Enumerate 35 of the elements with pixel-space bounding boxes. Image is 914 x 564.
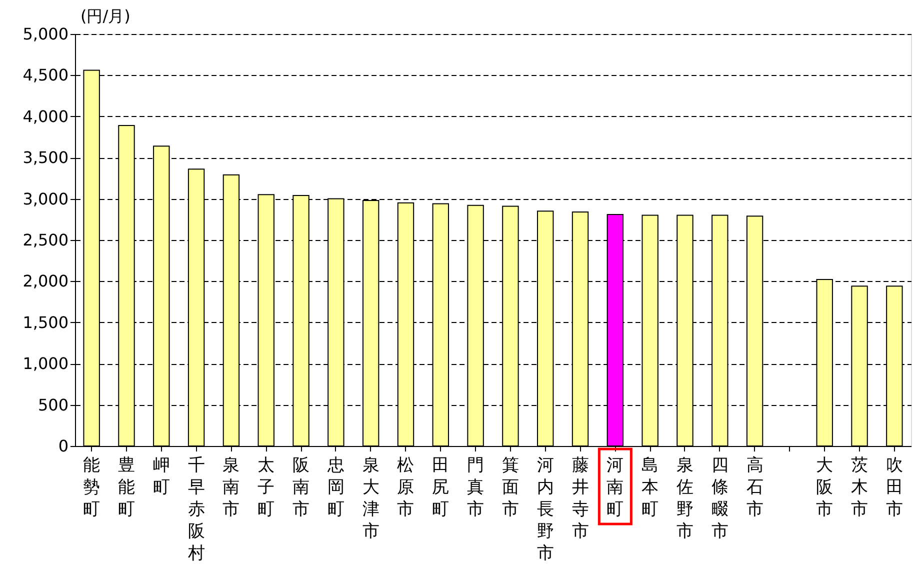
x-tick-label: 忠岡町 <box>326 456 344 520</box>
y-tick-label: 500 <box>38 395 68 414</box>
x-tick-label: 松原市 <box>397 456 414 520</box>
x-tick-label: 吹田市 <box>886 456 903 520</box>
x-tick-label: 田尻町 <box>432 456 450 520</box>
x-tick-label: 茨木市 <box>851 456 868 520</box>
y-tick-label: 2,500 <box>22 230 68 250</box>
x-tick-label: 岬町 <box>152 456 170 498</box>
x-tick-label: 高石市 <box>746 456 764 520</box>
x-tick-label: 門真市 <box>467 456 484 520</box>
x-tick-label: 箕面市 <box>502 456 519 520</box>
y-tick-label: 5,000 <box>22 24 68 44</box>
x-tick-label: 太子町 <box>258 456 275 520</box>
y-tick-label: 3,000 <box>22 189 68 208</box>
x-tick-label: 河南町 <box>606 456 624 520</box>
y-axis-title: (円/月) <box>80 6 130 26</box>
y-tick-label: 2,000 <box>22 272 68 291</box>
x-tick-label: 豊能町 <box>118 456 135 520</box>
y-tick-label: 1,000 <box>22 354 68 374</box>
x-tick-label: 泉大津市 <box>362 456 380 542</box>
x-tick-label: 能勢町 <box>83 456 100 520</box>
x-tick-label: 泉南市 <box>222 456 240 520</box>
y-tick-label: 3,500 <box>22 148 68 168</box>
x-tick-label: 島本町 <box>642 456 659 520</box>
x-tick-label: 藤井寺市 <box>572 456 589 542</box>
x-tick-label: 河内長野市 <box>536 456 554 564</box>
y-tick-label: 4,000 <box>22 106 68 126</box>
x-tick-label: 泉佐野市 <box>676 456 694 542</box>
x-tick-label: 四條畷市 <box>711 456 728 542</box>
y-tick-label: 0 <box>58 436 68 456</box>
x-tick-label: 千早赤阪村 <box>186 456 205 564</box>
y-tick-label: 4,500 <box>22 66 68 85</box>
x-tick-label: 大阪市 <box>816 456 834 520</box>
y-tick-label: 1,500 <box>22 312 68 332</box>
x-tick-label: 阪南市 <box>292 456 310 520</box>
